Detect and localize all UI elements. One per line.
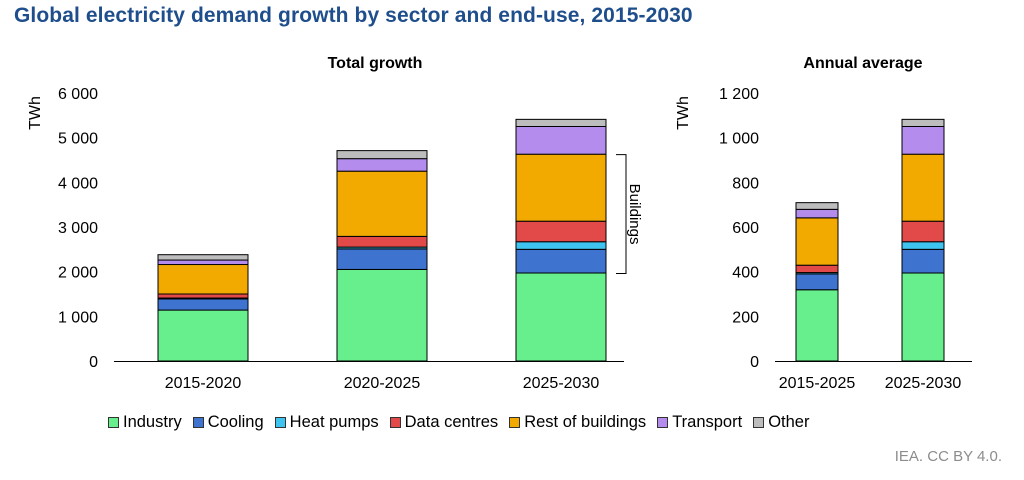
legend-item: Cooling bbox=[192, 413, 264, 432]
legend-item: Other bbox=[753, 413, 809, 432]
panel-title: Total growth bbox=[328, 55, 423, 72]
buildings-annotation-label: Buildings bbox=[626, 184, 643, 245]
legend-label: Rest of buildings bbox=[524, 413, 647, 431]
legend-item: Heat pumps bbox=[274, 413, 379, 432]
bar-segment-heat-pumps bbox=[515, 241, 607, 250]
bar-segment-rest-of-buildings bbox=[515, 153, 607, 222]
bar-segment-industry bbox=[336, 268, 428, 362]
legend-swatch bbox=[108, 417, 119, 428]
bar-segment-rest-of-buildings bbox=[336, 170, 428, 237]
y-tick-label: 0 bbox=[89, 354, 98, 371]
legend-swatch bbox=[389, 417, 401, 428]
bar-segment-cooling bbox=[795, 273, 839, 291]
y-tick-label: 1 200 bbox=[719, 86, 759, 103]
y-axis-label: TWh bbox=[27, 96, 44, 130]
chart-legend: Industry Cooling Heat pumps Data centres Res… bbox=[108, 413, 820, 432]
chart-panel-1: Total growth TWh 0 1 000 2 000 3 000 4 000 5 00… bbox=[27, 55, 643, 392]
bar-segment-data-centres bbox=[795, 264, 839, 274]
y-tick-label: 200 bbox=[732, 309, 759, 326]
legend-swatch bbox=[274, 417, 286, 428]
bar-segment-cooling bbox=[515, 248, 607, 274]
y-tick-label: 2 000 bbox=[58, 265, 98, 282]
y-tick-label: 800 bbox=[732, 175, 759, 192]
y-tick-label: 400 bbox=[732, 265, 759, 282]
bar-segment-rest-of-buildings bbox=[901, 153, 945, 222]
x-tick-label: 2015-2020 bbox=[165, 375, 242, 392]
bar-segment-transport bbox=[901, 126, 945, 155]
bar-segment-industry bbox=[901, 272, 945, 362]
x-tick-label: 2025-2030 bbox=[523, 375, 600, 392]
legend-item: Rest of buildings bbox=[509, 413, 646, 432]
chart-title: Global electricity demand growth by sect… bbox=[14, 4, 693, 27]
legend-label: Cooling bbox=[207, 413, 264, 431]
legend-label: Other bbox=[768, 413, 810, 431]
bar-segment-other bbox=[795, 202, 839, 210]
chart-panel-2: Annual average TWh 0 200 400 600 800 1 000 1 200… bbox=[675, 55, 972, 392]
bar-segment-rest-of-buildings bbox=[795, 217, 839, 266]
bar-segment-data-centres bbox=[336, 235, 428, 248]
bar-segment-other bbox=[901, 118, 945, 127]
legend-label: Data centres bbox=[404, 413, 499, 431]
bar-segment-cooling bbox=[157, 298, 249, 311]
bar-segment-industry bbox=[157, 309, 249, 362]
bar-segment-industry bbox=[795, 289, 839, 362]
bar-segment-transport bbox=[336, 158, 428, 172]
y-tick-label: 1 000 bbox=[58, 309, 98, 326]
legend-swatch bbox=[509, 417, 521, 428]
x-tick-label: 2015-2025 bbox=[779, 375, 856, 392]
bar-segment-transport bbox=[515, 126, 607, 155]
legend-label: Transport bbox=[672, 413, 743, 431]
x-tick-label: 2025-2030 bbox=[885, 375, 962, 392]
legend-label: Heat pumps bbox=[289, 413, 379, 431]
legend-label: Industry bbox=[123, 413, 182, 431]
bar-segment-data-centres bbox=[901, 220, 945, 243]
bar-segment-cooling bbox=[901, 248, 945, 274]
legend-item: Industry bbox=[108, 413, 182, 432]
y-tick-label: 1 000 bbox=[719, 131, 759, 148]
source-credit: IEA. CC BY 4.0. bbox=[894, 448, 1002, 465]
legend-swatch bbox=[753, 417, 765, 428]
bar-segment-other bbox=[157, 254, 249, 261]
bar-segment-data-centres bbox=[515, 220, 607, 243]
bar-segment-industry bbox=[515, 272, 607, 362]
legend-swatch bbox=[657, 417, 669, 428]
bar-segment-other bbox=[515, 118, 607, 127]
legend-item: Transport bbox=[657, 413, 742, 432]
buildings-bracket bbox=[616, 154, 627, 274]
y-tick-label: 600 bbox=[732, 220, 759, 237]
y-tick-label: 6 000 bbox=[58, 86, 98, 103]
y-tick-label: 3 000 bbox=[58, 220, 98, 237]
bar-segment-other bbox=[336, 150, 428, 160]
x-tick-label: 2020-2025 bbox=[344, 375, 421, 392]
legend-swatch bbox=[192, 417, 204, 428]
bar-segment-transport bbox=[795, 208, 839, 219]
y-tick-label: 5 000 bbox=[58, 131, 98, 148]
panel-title: Annual average bbox=[803, 55, 922, 72]
bar-segment-rest-of-buildings bbox=[157, 264, 249, 295]
y-tick-label: 4 000 bbox=[58, 175, 98, 192]
bar-segment-transport bbox=[157, 259, 249, 266]
legend-item: Data centres bbox=[389, 413, 499, 432]
y-tick-label: 0 bbox=[750, 354, 759, 371]
bar-segment-cooling bbox=[336, 248, 428, 270]
bar-segment-heat-pumps bbox=[901, 241, 945, 250]
bar-segment-data-centres bbox=[157, 293, 249, 299]
y-axis-label: TWh bbox=[675, 96, 692, 130]
